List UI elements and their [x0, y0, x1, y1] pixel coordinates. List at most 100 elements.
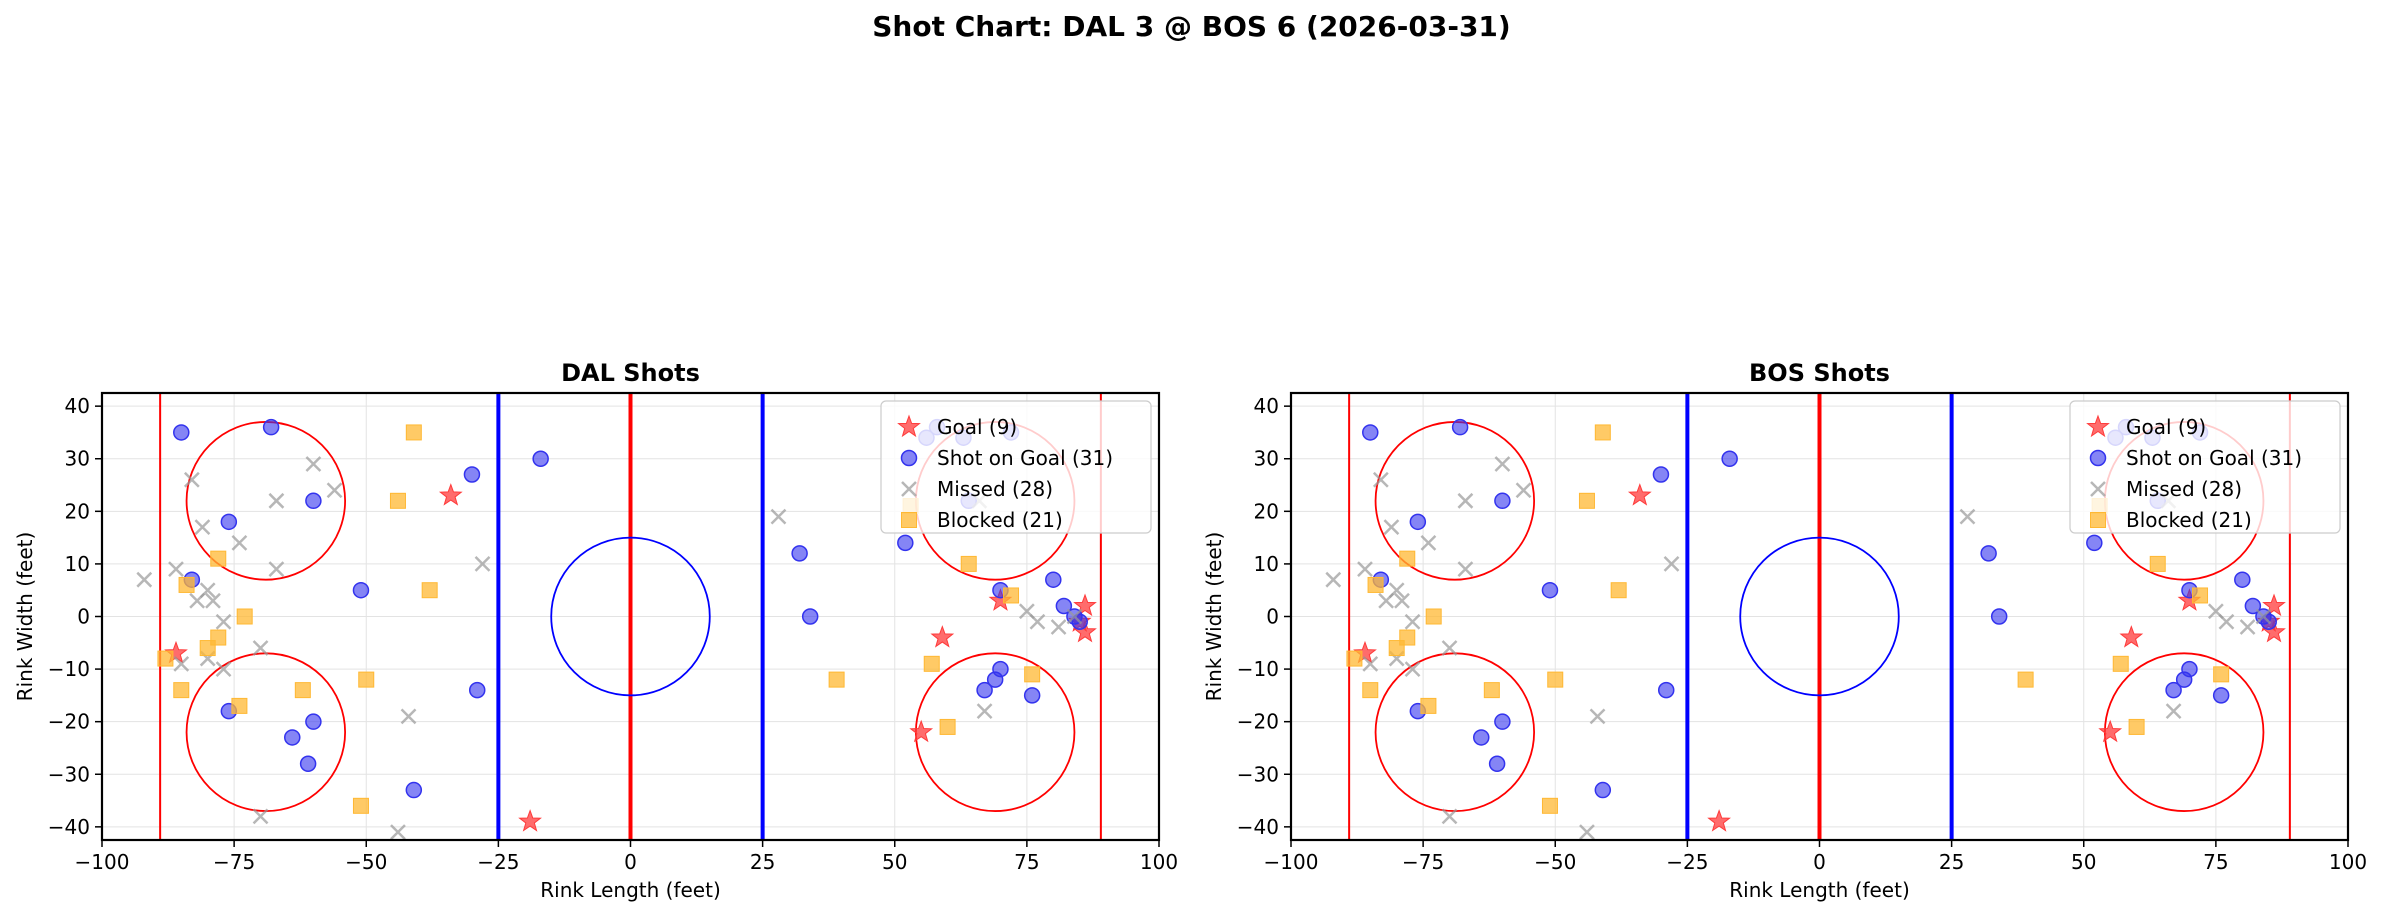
shot-on-goal-point [1657, 681, 1675, 699]
missed-point [1420, 534, 1437, 551]
blocked-point [960, 555, 977, 572]
shot-on-goal-point [1541, 581, 1559, 599]
blocked-point [352, 797, 369, 814]
blocked-point [236, 608, 253, 625]
shot-on-goal-point [284, 729, 301, 746]
x-tick-label: 0 [624, 850, 637, 874]
y-tick-label: 10 [1254, 552, 1279, 576]
blocked-point [1346, 650, 1363, 667]
faceoff-circle [1374, 652, 1536, 812]
legend-entry: Shot on Goal (31) [937, 446, 1113, 470]
goal-point [518, 809, 542, 832]
blocked-point [231, 697, 248, 714]
x-tick-label: 75 [1014, 850, 1039, 874]
shot-on-goal-point [2089, 449, 2107, 467]
shot-on-goal-point [2181, 660, 2198, 678]
shot-on-goal-point [1594, 781, 1612, 799]
shot-on-goal-point [1721, 450, 1738, 467]
blocked-point [2090, 512, 2106, 528]
legend: Goal (9) Shot on Goal (31) Missed (28) Bloc… [2069, 400, 2341, 534]
shot-on-goal-point [1473, 729, 1490, 746]
missed-point [168, 561, 184, 578]
shot-on-goal-point [976, 681, 993, 699]
blocked-point [1003, 587, 1020, 604]
missed-point [2239, 619, 2256, 635]
x-tick-label: −50 [1534, 850, 1576, 874]
missed-point [183, 471, 200, 488]
figure-title: Shot Chart: DAL 3 @ BOS 6 (2026-03-31) [872, 10, 1511, 43]
y-tick-label: −40 [1237, 815, 1279, 839]
goal-point [2262, 593, 2286, 617]
x-tick-label: −75 [213, 850, 255, 874]
blocked-point [210, 629, 227, 646]
goal-point [897, 414, 921, 438]
center-faceoff-circle [1739, 536, 1900, 697]
legend-entry: Missed (28) [2126, 477, 2242, 501]
blocked-point [1367, 576, 1384, 593]
shot-on-goal-point [305, 492, 322, 510]
x-tick-label: −75 [1402, 850, 1444, 874]
blocked-point [1578, 492, 1595, 509]
missed-point [205, 592, 221, 609]
shot-on-goal-point [299, 755, 317, 772]
shot-on-goal-point [900, 449, 918, 467]
missed-point [976, 703, 993, 720]
missed-point [1579, 824, 1595, 840]
x-tick-label: −25 [1666, 850, 1708, 874]
blocked-point [210, 550, 227, 567]
y-tick-label: −40 [48, 815, 90, 839]
shot-on-goal-point [262, 418, 280, 436]
shot-on-goal-point [2234, 571, 2251, 588]
blocked-point [358, 671, 375, 688]
blocked-point [1610, 582, 1627, 599]
missed-point [1404, 661, 1421, 677]
legend-box [2069, 400, 2341, 534]
missed-point [770, 508, 787, 525]
blocked-point [2192, 587, 2209, 604]
shot-on-goal-point [2165, 681, 2182, 699]
shot-on-goal-point [220, 513, 238, 531]
blocked-point [1594, 424, 1611, 441]
missed-point [901, 481, 917, 497]
blocked-point [421, 582, 438, 599]
shot-on-goal-point [2086, 534, 2103, 552]
shot-on-goal-point [1980, 545, 1997, 562]
y-tick-label: 10 [65, 552, 90, 576]
x-axis-label: Rink Length (feet) [1729, 878, 1910, 902]
shot-on-goal-point [1451, 418, 1469, 436]
blocked-point [2213, 666, 2230, 683]
shot-on-goal-point [468, 681, 486, 699]
blocked-point [901, 512, 917, 528]
blocked-point [1420, 697, 1437, 714]
blocked-point [2112, 655, 2129, 672]
goal-point [1073, 593, 1097, 617]
missed-point [305, 456, 322, 472]
y-tick-label: −20 [48, 710, 90, 734]
y-tick-label: 30 [1254, 447, 1279, 471]
missed-point [1357, 561, 1373, 578]
shot-on-goal-point [1045, 571, 1062, 588]
y-tick-label: −30 [1237, 762, 1279, 786]
legend-entry: Goal (9) [937, 415, 1017, 439]
x-tick-label: −50 [345, 850, 387, 874]
missed-point [2218, 613, 2235, 630]
blocked-point [1362, 682, 1379, 699]
y-axis-label: Rink Width (feet) [1202, 532, 1226, 702]
missed-point [252, 808, 269, 825]
shot-on-goal-point [173, 424, 190, 441]
shot-on-goal-point [2212, 687, 2230, 704]
missed-point [1050, 619, 1067, 635]
goal-point [1627, 483, 1652, 506]
goal-point [438, 483, 463, 506]
x-tick-label: −25 [477, 850, 519, 874]
x-tick-label: 75 [2203, 850, 2228, 874]
missed-point [194, 519, 211, 535]
blocked-point [923, 655, 940, 672]
x-tick-label: 100 [2329, 850, 2367, 874]
missed-point [390, 824, 406, 840]
missed-point [1515, 482, 1532, 499]
blocked-point [2128, 718, 2145, 735]
missed-point [2255, 608, 2272, 625]
missed-point [231, 534, 248, 551]
blocked-point [178, 576, 195, 593]
